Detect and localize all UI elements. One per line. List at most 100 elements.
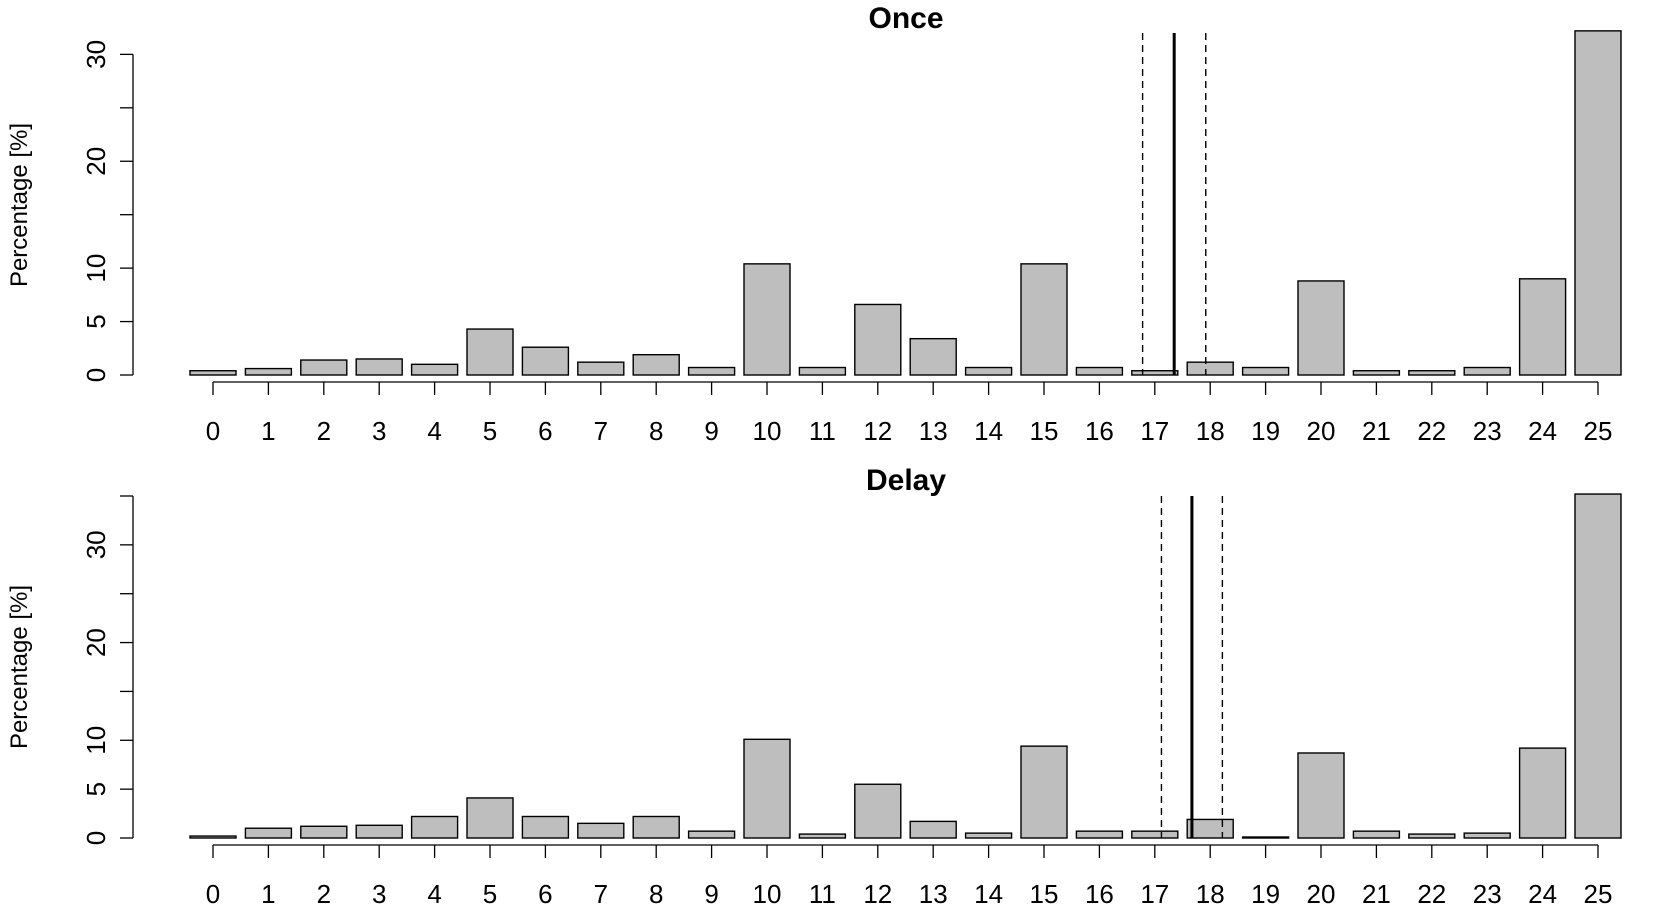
bar-8 (632, 353, 680, 376)
bar-24 (1518, 747, 1567, 839)
y-tick-label: 30 (81, 40, 111, 69)
x-tick-label: 6 (538, 416, 552, 446)
bar-8 (632, 815, 680, 839)
bar-25 (1574, 30, 1622, 376)
x-tick-label: 25 (1584, 416, 1613, 446)
bar-25 (1574, 493, 1622, 839)
bar-1 (244, 827, 293, 839)
y-tick-label: 0 (81, 831, 111, 845)
x-tick-label: 18 (1196, 879, 1225, 909)
bar-7 (577, 822, 625, 839)
bar-4 (410, 363, 459, 376)
bar-17 (1131, 370, 1179, 376)
x-tick-label: 12 (863, 879, 892, 909)
bar-2 (300, 825, 348, 839)
x-tick-label: 20 (1307, 416, 1336, 446)
bar-22 (1408, 370, 1456, 376)
x-tick-label: 14 (974, 416, 1003, 446)
bar-22 (1408, 833, 1456, 839)
bar-1 (244, 367, 293, 376)
y-tick-label: 0 (81, 368, 111, 382)
bar-10 (743, 263, 791, 376)
chart-title: Delay (866, 464, 946, 497)
bar-20 (1297, 280, 1345, 376)
y-axis-label: Percentage [%] (6, 585, 33, 749)
bar-4 (410, 815, 459, 839)
x-tick-label: 22 (1417, 416, 1446, 446)
bar-5 (466, 797, 514, 839)
x-tick-label: 14 (974, 879, 1003, 909)
x-tick-label: 7 (594, 416, 608, 446)
bar-24 (1518, 278, 1567, 376)
bar-18 (1186, 361, 1234, 376)
bar-11 (798, 833, 847, 839)
x-tick-label: 11 (809, 879, 836, 909)
y-axis-label: Percentage [%] (6, 123, 33, 287)
x-tick-label: 16 (1085, 879, 1114, 909)
x-tick-label: 24 (1528, 416, 1557, 446)
x-tick-label: 1 (261, 879, 275, 909)
x-tick-label: 2 (317, 416, 331, 446)
bar-5 (466, 328, 514, 376)
y-tick-label: 10 (81, 726, 111, 755)
x-tick-label: 17 (1140, 416, 1169, 446)
bar-23 (1463, 366, 1511, 376)
bar-21 (1352, 830, 1401, 839)
y-tick-label: 5 (81, 782, 111, 796)
bar-23 (1463, 832, 1511, 839)
x-tick-label: 24 (1528, 879, 1557, 909)
bar-14 (964, 832, 1013, 839)
bar-0 (189, 835, 237, 839)
bar-3 (355, 824, 403, 839)
bar-13 (909, 337, 957, 376)
bar-17 (1131, 830, 1179, 839)
x-tick-label: 11 (809, 416, 836, 446)
bar-16 (1075, 830, 1124, 839)
bar-2 (300, 359, 348, 376)
x-tick-label: 1 (261, 416, 275, 446)
x-tick-label: 19 (1251, 879, 1280, 909)
bar-15 (1020, 263, 1068, 376)
x-tick-label: 6 (538, 879, 552, 909)
y-tick-label: 5 (81, 314, 111, 328)
bar-10 (743, 738, 791, 839)
x-tick-label: 20 (1307, 879, 1336, 909)
x-tick-label: 10 (753, 879, 782, 909)
x-tick-label: 5 (483, 879, 497, 909)
x-tick-label: 15 (1030, 416, 1059, 446)
bar-9 (687, 830, 736, 839)
x-tick-label: 9 (704, 879, 718, 909)
bar-3 (355, 358, 403, 376)
bar-16 (1075, 366, 1124, 376)
x-tick-label: 5 (483, 416, 497, 446)
x-tick-label: 7 (594, 879, 608, 909)
bar-19 (1241, 836, 1290, 839)
x-tick-label: 4 (427, 416, 441, 446)
bar-18 (1186, 818, 1234, 839)
x-tick-label: 4 (427, 879, 441, 909)
x-tick-label: 0 (206, 416, 220, 446)
x-tick-label: 22 (1417, 879, 1446, 909)
x-tick-label: 10 (753, 416, 782, 446)
x-tick-label: 2 (317, 879, 331, 909)
bar-0 (189, 370, 237, 376)
x-tick-label: 18 (1196, 416, 1225, 446)
bar-13 (909, 820, 957, 839)
x-tick-label: 23 (1473, 416, 1502, 446)
y-tick-label: 20 (81, 147, 111, 176)
bar-6 (521, 815, 570, 839)
bar-15 (1020, 745, 1068, 839)
bar-21 (1352, 370, 1401, 376)
x-tick-label: 21 (1362, 416, 1391, 446)
y-tick-label: 10 (81, 254, 111, 283)
chart-title: Once (868, 2, 943, 35)
y-tick-label: 20 (81, 628, 111, 657)
bar-14 (964, 366, 1013, 376)
x-tick-label: 19 (1251, 416, 1280, 446)
x-tick-label: 0 (206, 879, 220, 909)
x-tick-label: 23 (1473, 879, 1502, 909)
bar-12 (854, 303, 902, 376)
